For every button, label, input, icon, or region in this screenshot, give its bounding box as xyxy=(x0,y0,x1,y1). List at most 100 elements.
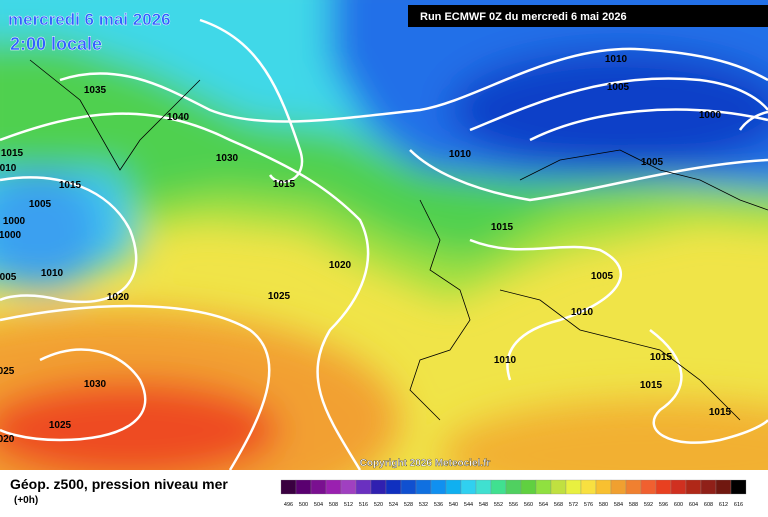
isobar-label: 010 xyxy=(0,163,17,174)
time-title: 2:00 locale xyxy=(10,34,102,54)
colorbar-swatch xyxy=(550,479,567,495)
isobar-label: 1030 xyxy=(216,153,239,164)
isobar-label: 1010 xyxy=(494,355,517,366)
isobar-label: 1015 xyxy=(273,179,296,190)
isobar-label: 1000 xyxy=(699,110,722,121)
colorbar-swatch xyxy=(700,479,717,495)
colorbar-label: 524 xyxy=(389,502,398,508)
colorbar-label: 544 xyxy=(464,502,473,508)
colorbar-swatch xyxy=(505,479,522,495)
colorbar-swatch xyxy=(625,479,642,495)
colorbar-label: 592 xyxy=(644,502,653,508)
isobar-label: 1015 xyxy=(1,148,24,159)
colorbar-label: 608 xyxy=(704,502,713,508)
colorbar-swatch xyxy=(325,479,342,495)
colorbar-label: 532 xyxy=(419,502,428,508)
copyright: Copyright 2026 Meteociel.fr xyxy=(360,458,491,469)
colorbar-label: 548 xyxy=(479,502,488,508)
isobar-label: 005 xyxy=(0,272,17,283)
colorbar-label: 568 xyxy=(554,502,563,508)
colorbar-label: 520 xyxy=(374,502,383,508)
colorbar-swatch xyxy=(280,479,297,495)
colorbar-label: 504 xyxy=(314,502,323,508)
colorbar-label: 588 xyxy=(629,502,638,508)
isobar-label: 1030 xyxy=(84,379,107,390)
colorbar-label: 516 xyxy=(359,502,368,508)
run-box xyxy=(408,5,768,27)
colorbar-label: 536 xyxy=(434,502,443,508)
colorbar-label: 576 xyxy=(584,502,593,508)
colorbar-swatch xyxy=(655,479,672,495)
isobar-label: 1020 xyxy=(107,292,130,303)
colorbar-label: 564 xyxy=(539,502,548,508)
colorbar-label: 596 xyxy=(659,502,668,508)
isobar-label: 1015 xyxy=(709,407,732,418)
isobar-label: 1015 xyxy=(640,380,663,391)
colorbar-swatch xyxy=(385,479,402,495)
colorbar-swatch xyxy=(415,479,432,495)
run-label: Run ECMWF 0Z du mercredi 6 mai 2026 xyxy=(420,11,627,23)
isobar-label: 1010 xyxy=(41,268,64,279)
colorbar-swatch xyxy=(400,479,417,495)
isobar-label: 025 xyxy=(0,366,15,377)
footer-step: (+0h) xyxy=(14,495,38,506)
colorbar-swatch xyxy=(580,479,597,495)
colorbar-swatch xyxy=(595,479,612,495)
colorbar-swatch xyxy=(520,479,537,495)
isobar-label: 1005 xyxy=(29,199,52,210)
colorbar-swatch xyxy=(445,479,462,495)
colorbar-swatch xyxy=(535,479,552,495)
colorbar-swatch xyxy=(340,479,357,495)
colorbar-swatch xyxy=(490,479,507,495)
colorbar-swatch xyxy=(460,479,477,495)
isobar-label: 1005 xyxy=(607,82,630,93)
colorbar-label: 584 xyxy=(614,502,623,508)
colorbar-label: 560 xyxy=(524,502,533,508)
isobar-label: 1025 xyxy=(268,291,291,302)
colorbar-swatch xyxy=(295,479,312,495)
colorbar-swatch xyxy=(715,479,732,495)
colorbar-label: 612 xyxy=(719,502,728,508)
colorbar-label: 540 xyxy=(449,502,458,508)
colorbar-label: 600 xyxy=(674,502,683,508)
colorbar-swatch xyxy=(430,479,447,495)
colorbar-label: 604 xyxy=(689,502,698,508)
isobar-label: 1005 xyxy=(641,157,664,168)
isobars xyxy=(0,18,768,471)
colorbar-label: 580 xyxy=(599,502,608,508)
isobar-label: 1000 xyxy=(3,216,26,227)
isobar-label: 1015 xyxy=(650,352,673,363)
colorbar-label: 556 xyxy=(509,502,518,508)
isobar-label: 020 xyxy=(0,434,15,445)
isobar-label: 1010 xyxy=(605,54,628,65)
colorbar: 496 500 504 508 512 516 520 524 528 532 536 540 544 5… xyxy=(280,479,747,508)
colorbar-swatch xyxy=(670,479,687,495)
coastlines xyxy=(29,59,768,421)
isobar-label: 1010 xyxy=(449,149,472,160)
colorbar-swatch xyxy=(565,479,582,495)
isobar-label: 1035 xyxy=(84,85,107,96)
colorbar-label: 496 xyxy=(284,502,293,508)
isobar-label: 1040 xyxy=(167,112,190,123)
colorbar-swatch xyxy=(370,479,387,495)
colorbar-label: 528 xyxy=(404,502,413,508)
isobar-label: 1025 xyxy=(49,420,72,431)
date-title: mercredi 6 mai 2026 xyxy=(8,10,171,29)
colorbar-label: 572 xyxy=(569,502,578,508)
colorbar-label: 616 xyxy=(734,502,743,508)
colorbar-label: 552 xyxy=(494,502,503,508)
colorbar-label: 508 xyxy=(329,502,338,508)
isobar-labels: 1035 1040 1030 1015 010 1015 1005 1000 1… xyxy=(0,54,732,445)
isobar-label: 1020 xyxy=(329,260,352,271)
colorbar-swatch xyxy=(685,479,702,495)
isobar-label: 1000 xyxy=(0,230,22,241)
isobar-label: 1015 xyxy=(59,180,82,191)
colorbar-label: 512 xyxy=(344,502,353,508)
colorbar-swatch xyxy=(475,479,492,495)
colorbar-swatch xyxy=(355,479,372,495)
colorbar-label: 500 xyxy=(299,502,308,508)
colorbar-swatch xyxy=(310,479,327,495)
isobar-label: 1005 xyxy=(591,271,614,282)
